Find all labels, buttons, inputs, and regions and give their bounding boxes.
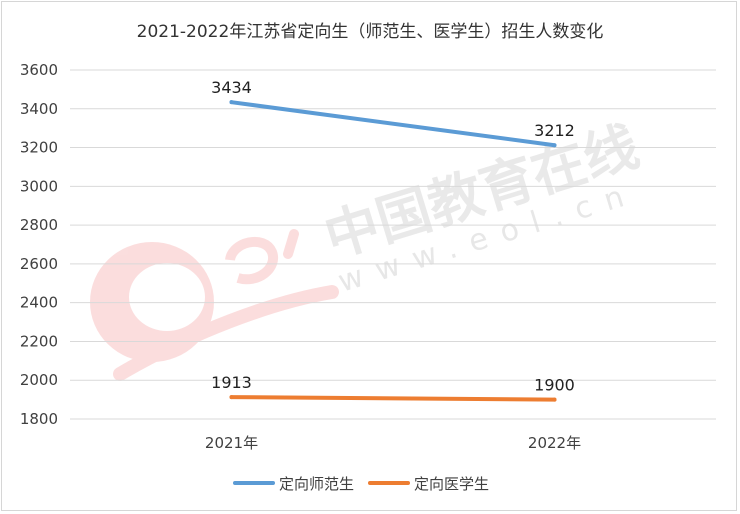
legend-item-1: 定向医学生 — [368, 475, 489, 493]
data-point — [229, 395, 234, 400]
series-line-0 — [229, 100, 557, 148]
eol-watermark: 中国教育在线 www.eol.cn — [90, 114, 646, 381]
data-labels: 3434 3212 1913 1900 — [211, 78, 575, 394]
x-tick-label: 2022年 — [528, 434, 581, 452]
y-tick-label: 2000 — [20, 371, 58, 389]
data-label: 3212 — [534, 121, 575, 140]
legend: 定向师范生 定向医学生 — [233, 475, 489, 493]
x-tick-label: 2021年 — [205, 434, 258, 452]
data-point — [229, 100, 234, 105]
data-label: 3434 — [211, 78, 252, 97]
y-axis-ticks: 1800 2000 2200 2400 2600 2800 3000 3200 3400 3600 — [20, 61, 58, 428]
legend-label: 定向师范生 — [279, 475, 354, 493]
eol-logo-icon — [90, 229, 339, 381]
legend-item-0: 定向师范生 — [233, 475, 354, 493]
data-label: 1900 — [534, 376, 575, 395]
y-tick-label: 2200 — [20, 332, 58, 350]
data-point — [552, 397, 557, 402]
data-point — [552, 143, 557, 148]
y-tick-label: 2600 — [20, 255, 58, 273]
y-tick-label: 2400 — [20, 294, 58, 312]
y-tick-label: 3400 — [20, 100, 58, 118]
y-tick-label: 3000 — [20, 177, 58, 195]
y-tick-label: 2800 — [20, 216, 58, 234]
series-lines — [229, 100, 557, 402]
x-axis-ticks: 2021年 2022年 — [205, 434, 581, 452]
legend-label: 定向医学生 — [414, 475, 489, 493]
gridlines — [70, 69, 716, 420]
series-line-1 — [229, 395, 557, 402]
y-tick-label: 3200 — [20, 139, 58, 157]
y-tick-label: 3600 — [20, 61, 58, 79]
data-label: 1913 — [211, 373, 252, 392]
chart-title: 2021-2022年江苏省定向生（师范生、医学生）招生人数变化 — [137, 22, 604, 42]
y-tick-label: 1800 — [20, 410, 58, 428]
